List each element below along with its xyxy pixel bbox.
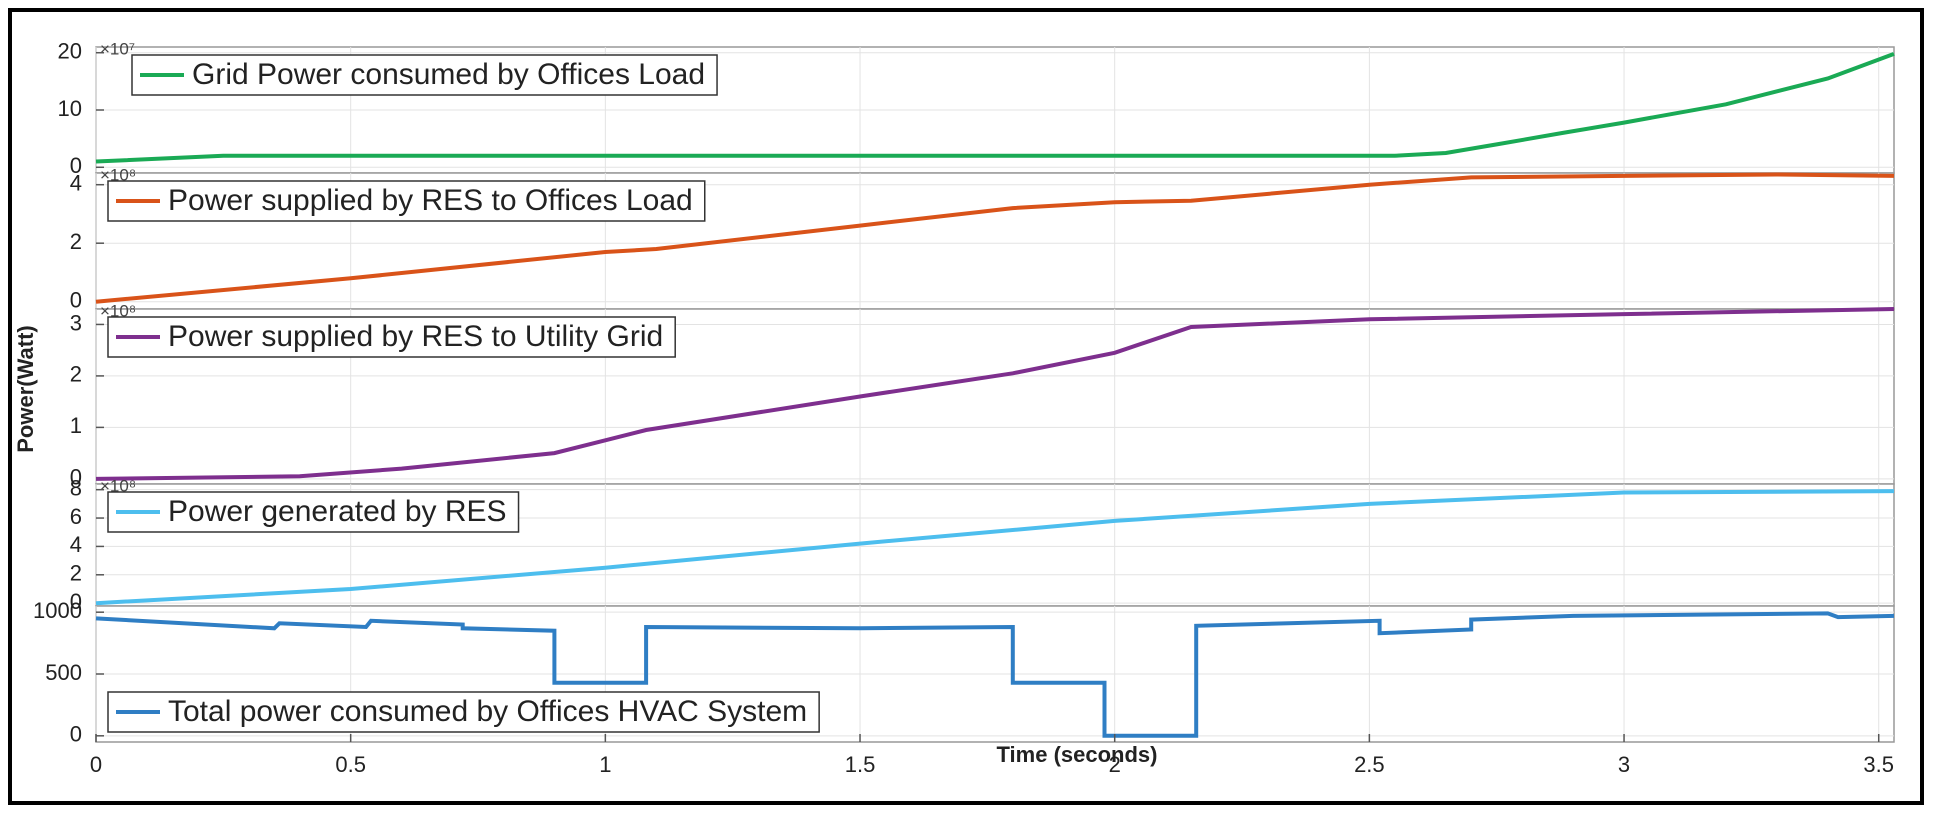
y-tick-label: 20 [58, 39, 82, 64]
x-tick-label: 2 [1109, 752, 1121, 777]
x-tick-label: 3.5 [1863, 752, 1894, 777]
legend-box [107, 316, 676, 358]
y-tick-label: 1000 [33, 598, 82, 623]
y-tick-label: 3 [70, 310, 82, 335]
legend-label: Power generated by RES [168, 495, 507, 528]
data-line [95, 611, 1895, 738]
exponent-label: ×10⁸ [100, 301, 136, 320]
y-tick-label: 0 [70, 153, 82, 178]
y-tick-label: 500 [45, 660, 82, 685]
x-tick-label: 0 [90, 752, 102, 777]
y-tick-label: 8 [70, 475, 82, 500]
legend-label: Power supplied by RES to Utility Grid [168, 320, 663, 353]
legend-box [131, 54, 718, 96]
y-tick-label: 0 [70, 288, 82, 313]
legend-label: Power supplied by RES to Offices Load [168, 184, 693, 217]
legend-box [107, 491, 520, 533]
y-axis-label: Power(Watt) [13, 325, 38, 453]
exponent-label: ×10⁸ [100, 165, 136, 184]
y-tick-label: 2 [70, 362, 82, 387]
exponent-label: ×10⁷ [100, 39, 135, 58]
x-tick-label: 1 [599, 752, 611, 777]
legend-box [107, 691, 820, 733]
x-tick-label: 1.5 [845, 752, 876, 777]
y-tick-label: 10 [58, 96, 82, 121]
y-tick-label: 0 [70, 722, 82, 747]
data-line [95, 172, 1895, 304]
data-line [95, 307, 1895, 481]
legend-label: Grid Power consumed by Offices Load [192, 58, 705, 91]
y-tick-label: 2 [70, 561, 82, 586]
legend-box [107, 180, 706, 222]
legend-label: Total power consumed by Offices HVAC Sys… [168, 695, 807, 728]
x-axis-label: Time (seconds) [997, 742, 1158, 767]
y-tick-label: 4 [70, 171, 82, 196]
exponent-label: ×10⁸ [100, 476, 136, 495]
data-line [95, 52, 1895, 164]
x-tick-label: 0.5 [335, 752, 366, 777]
y-tick-label: 4 [70, 532, 82, 557]
y-tick-label: 1 [70, 413, 82, 438]
y-tick-label: 0 [70, 589, 82, 614]
y-tick-label: 0 [70, 465, 82, 490]
data-line [95, 489, 1895, 606]
x-tick-label: 2.5 [1354, 752, 1385, 777]
y-tick-label: 6 [70, 504, 82, 529]
y-tick-label: 2 [70, 229, 82, 254]
x-tick-label: 3 [1618, 752, 1630, 777]
